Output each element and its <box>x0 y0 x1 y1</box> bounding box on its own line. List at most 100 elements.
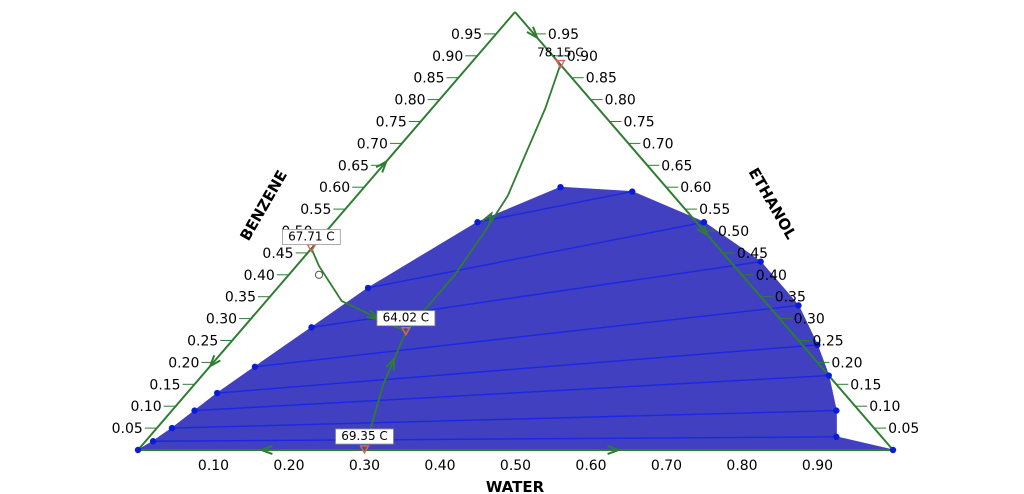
vertex-point-1 <box>134 446 142 454</box>
tick-left-2: 0.10 <box>131 399 162 415</box>
tie-line-7 <box>367 221 705 289</box>
tick-left-3: 0.15 <box>149 377 180 393</box>
azeotrope-marker-4 <box>359 445 370 455</box>
tick-labels-layer: 0.10 0.20 0.30 0.40 0.50 0.60 0.70 0.80 0.90 0.05… <box>112 27 920 474</box>
tick-left-14: 0.70 <box>357 136 388 152</box>
axis-arrow-right-top <box>526 26 540 40</box>
axis-arrow-bottom-right <box>607 445 622 455</box>
axis-arrow-right-mid <box>696 223 710 238</box>
envelope-point-4 <box>214 389 221 397</box>
axis-title-water: WATER <box>486 478 545 494</box>
tick-left-4: 0.20 <box>168 355 199 371</box>
tick-bottom-9: 0.90 <box>802 458 833 474</box>
tie-lines-layer <box>153 190 837 442</box>
tick-left-8: 0.40 <box>244 268 275 284</box>
tick-right-6: 0.70 <box>642 136 673 152</box>
tick-bottom-8: 0.80 <box>726 458 757 474</box>
tick-left-17: 0.85 <box>413 71 444 87</box>
tie-line-4 <box>217 344 818 394</box>
boundary-arrow-1 <box>481 211 493 226</box>
envelope-point-3 <box>191 407 198 414</box>
tick-right-7: 0.65 <box>661 158 692 174</box>
azeotrope-label-box-4 <box>335 428 394 445</box>
tick-left-9: 0.45 <box>262 246 293 262</box>
tie-line-3 <box>194 374 829 412</box>
tick-right-18: 0.10 <box>869 399 900 415</box>
azeotrope-label-box-2 <box>282 229 341 245</box>
tick-right-17: 0.15 <box>850 377 881 393</box>
tick-right-3: 0.85 <box>586 71 617 87</box>
tick-bottom-6: 0.60 <box>575 458 606 474</box>
envelope-point-13 <box>795 302 802 309</box>
tick-right-15: 0.25 <box>813 334 844 350</box>
tick-right-8: 0.60 <box>680 180 711 196</box>
tick-left-15: 0.75 <box>376 115 407 131</box>
tick-right-13: 0.35 <box>775 290 806 306</box>
azeotrope-label-2: 67.71 C <box>288 230 335 244</box>
tick-right-19: 0.05 <box>888 421 919 437</box>
tick-right-10: 0.50 <box>718 224 749 240</box>
envelope-point-8 <box>474 219 481 226</box>
tick-right-4: 0.80 <box>605 93 636 109</box>
envelope-point-15 <box>825 372 832 379</box>
tick-bottom-2: 0.20 <box>273 458 304 474</box>
tie-line-1 <box>153 436 837 442</box>
tick-left-7: 0.35 <box>225 290 256 306</box>
envelope-point-16 <box>833 407 840 414</box>
tick-right-12: 0.40 <box>756 268 787 284</box>
tick-bottom-1: 0.10 <box>198 458 229 474</box>
tick-right-1: 0.95 <box>548 27 579 43</box>
tick-right-2: 0.90 <box>567 49 598 65</box>
azeotrope-label-box-3 <box>376 310 436 327</box>
azeotrope-label-4: 69.35 C <box>341 429 388 443</box>
envelope-point-1 <box>149 438 157 445</box>
tick-bottom-3: 0.30 <box>349 458 380 474</box>
envelope-point-9 <box>557 184 564 191</box>
distillation-boundaries-layer <box>310 64 562 451</box>
distillation-boundary-2 <box>310 248 407 333</box>
envelope-points-layer <box>134 184 897 454</box>
axis-arrow-left-down <box>208 354 221 369</box>
tick-right-16: 0.20 <box>831 355 862 371</box>
azeotrope-label-1: 78.15 C <box>537 46 584 60</box>
tick-right-11: 0.45 <box>737 246 768 262</box>
envelope-point-14 <box>814 341 821 349</box>
azeotropes-layer: 78.15 C 67.71 C 64.02 C 69.35 C <box>282 46 584 455</box>
distillation-boundary-1 <box>363 64 562 451</box>
tie-line-8 <box>477 190 633 223</box>
tie-line-5 <box>254 304 799 368</box>
envelope-point-12 <box>757 258 764 265</box>
tick-bottom-7: 0.70 <box>651 458 682 474</box>
tick-bottom-5: 0.50 <box>500 458 531 474</box>
axis-title-ethanol: ETHANOL <box>745 165 801 243</box>
white-marker <box>314 270 324 279</box>
tie-line-2 <box>171 409 837 429</box>
tick-right-5: 0.75 <box>624 115 655 131</box>
envelope-point-17 <box>833 433 840 441</box>
envelope-point-5 <box>251 363 259 370</box>
envelope-point-11 <box>700 219 708 226</box>
tick-left-5: 0.25 <box>187 334 218 350</box>
tick-right-14: 0.30 <box>794 312 825 328</box>
tick-left-11: 0.55 <box>300 202 331 218</box>
envelope-point-7 <box>364 284 372 292</box>
tick-right-9: 0.55 <box>699 202 730 218</box>
azeotrope-marker-3 <box>400 327 412 337</box>
axis-arrow-bottom-left <box>258 445 273 455</box>
tick-left-18: 0.90 <box>432 49 463 65</box>
vertex-point-2 <box>889 446 897 454</box>
tick-left-6: 0.30 <box>206 312 237 328</box>
azeotrope-marker-1 <box>555 59 566 69</box>
tick-bottom-4: 0.40 <box>424 458 455 474</box>
tick-left-16: 0.80 <box>394 93 425 109</box>
tick-left-19: 0.95 <box>451 27 482 43</box>
tick-left-12: 0.60 <box>319 180 350 196</box>
envelope-point-10 <box>629 188 636 195</box>
tick-left-1: 0.05 <box>112 421 143 437</box>
azeotrope-label-3: 64.02 C <box>383 311 430 325</box>
tick-left-13: 0.65 <box>338 158 369 174</box>
envelope-point-2 <box>168 424 176 432</box>
boundary-arrow-2 <box>385 356 396 371</box>
envelope-point-6 <box>308 324 315 331</box>
